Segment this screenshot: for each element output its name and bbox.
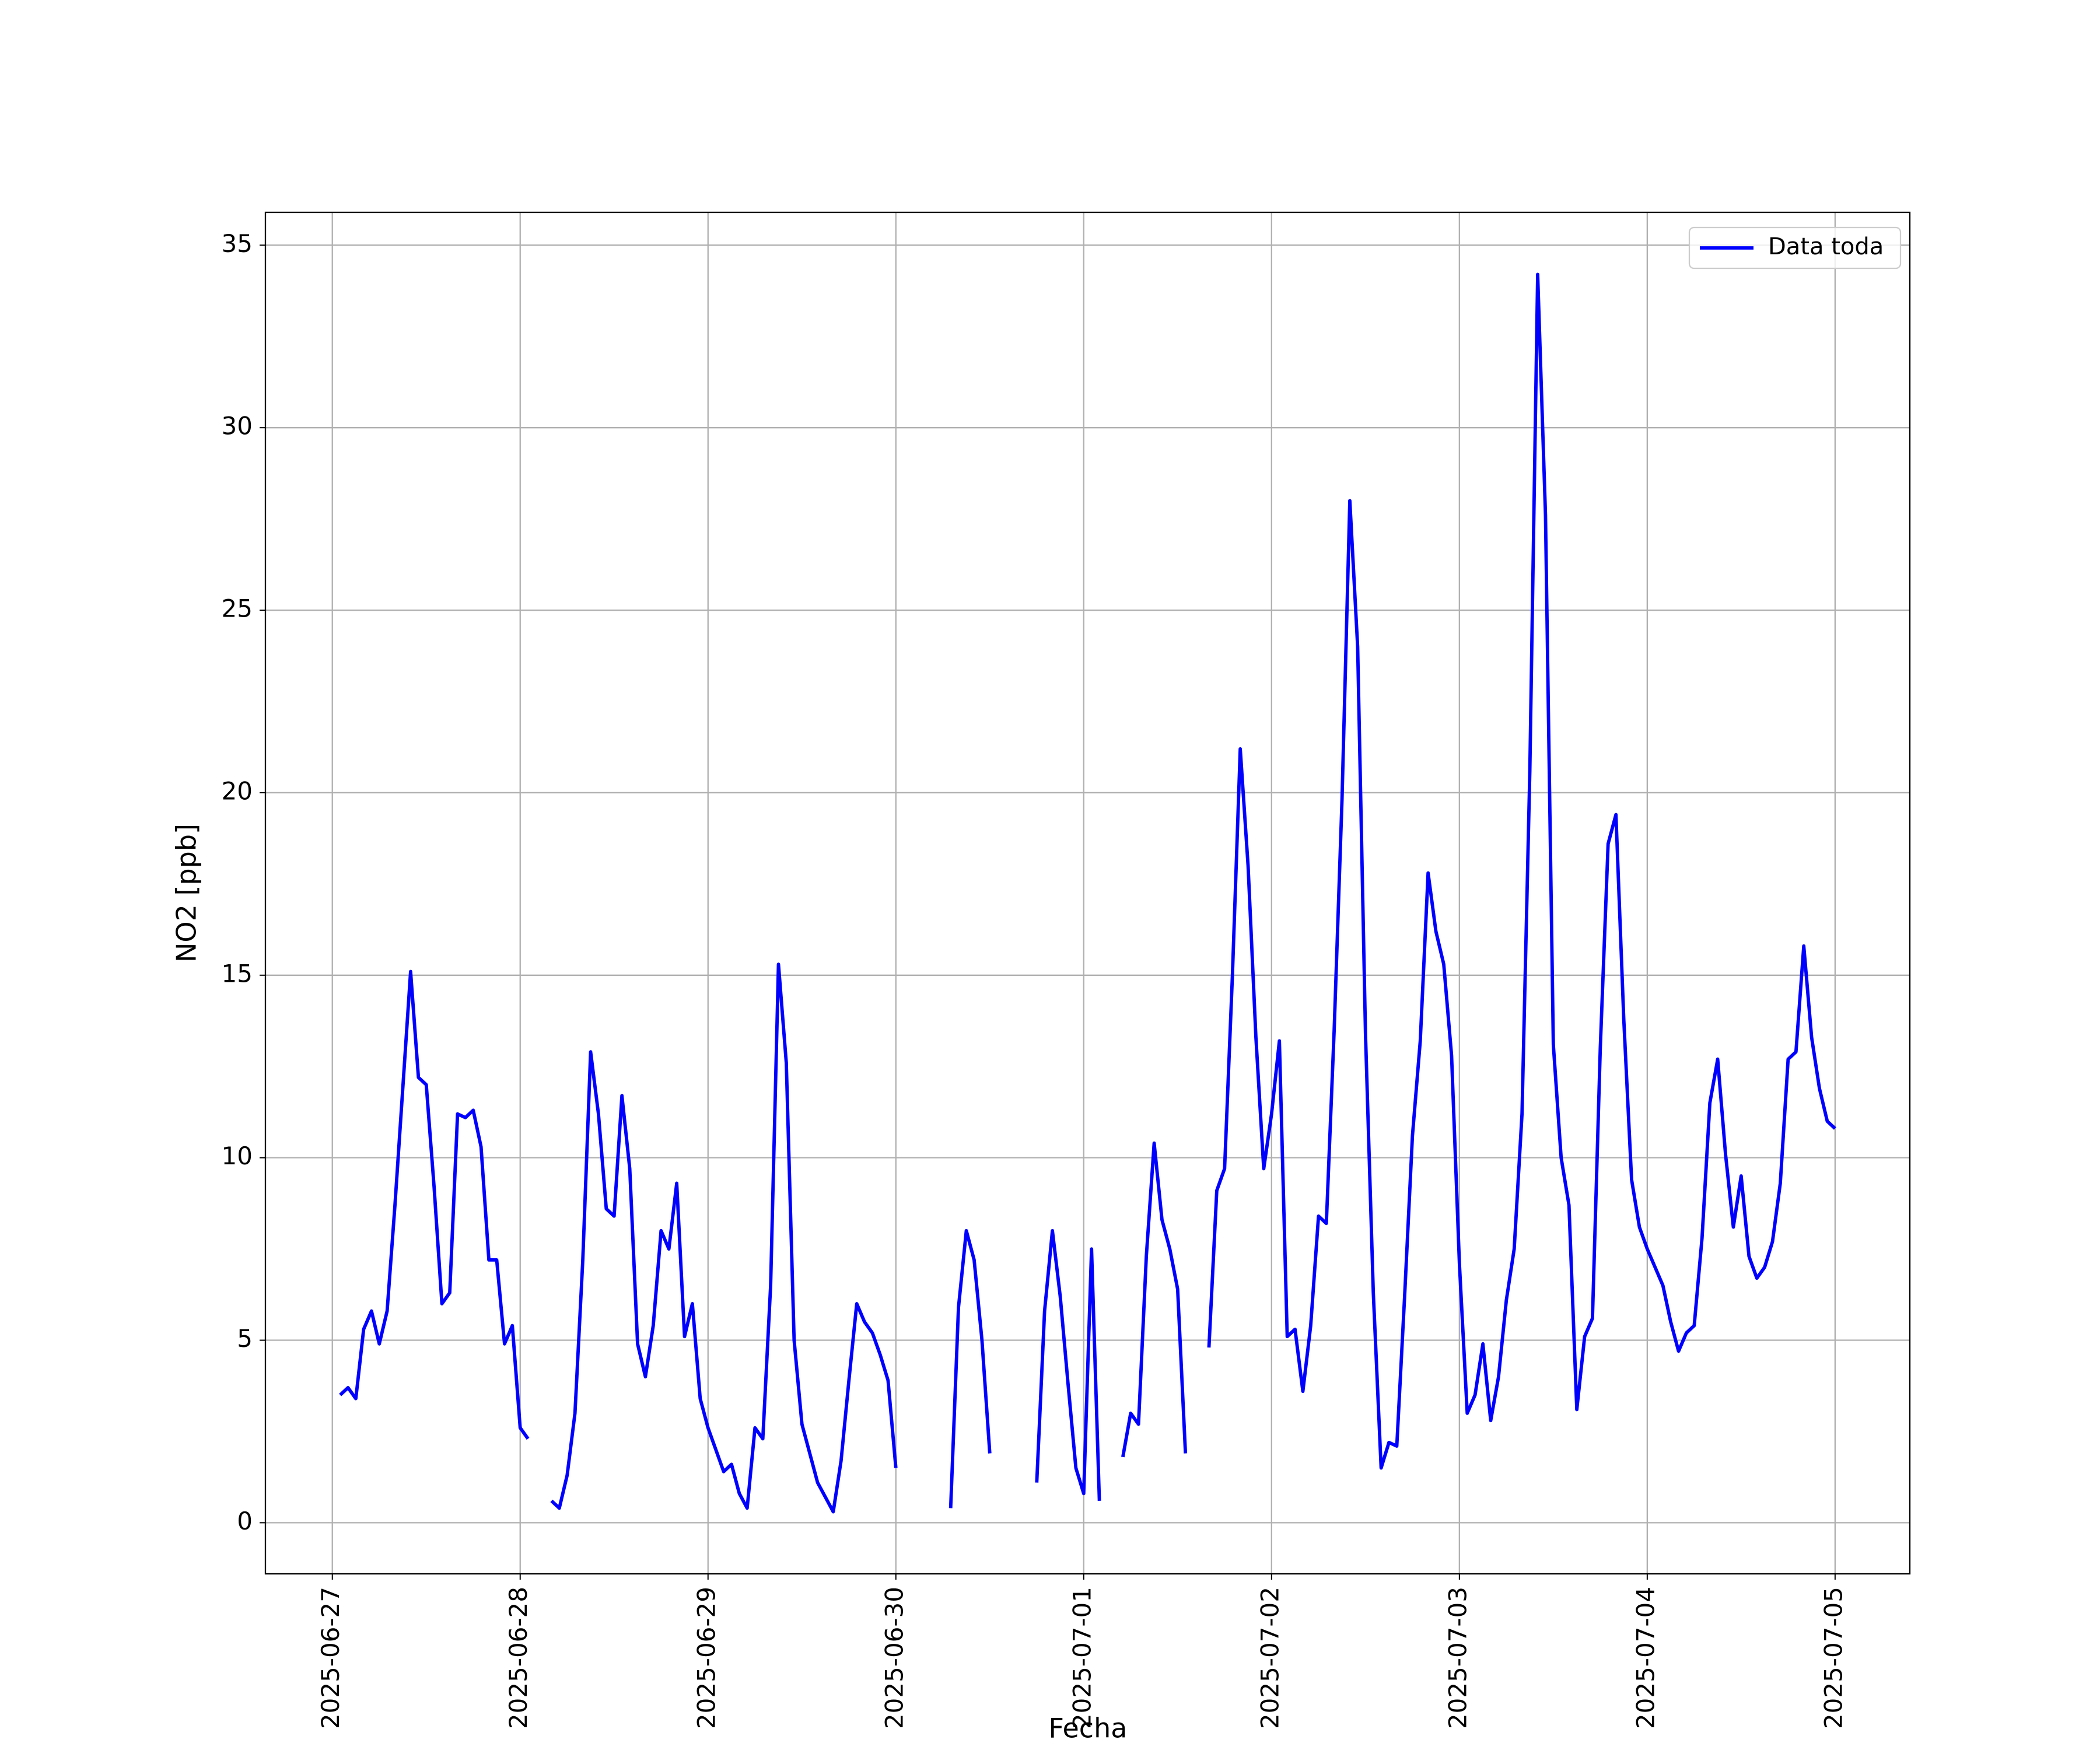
y-tick-label: 25 (222, 594, 253, 623)
x-tick-label: 2025-06-30 (880, 1587, 908, 1729)
data-line (339, 272, 1836, 1514)
grid (265, 212, 1910, 1574)
x-tick-label: 2025-06-28 (504, 1587, 533, 1729)
y-tick-label: 10 (222, 1142, 253, 1170)
x-tick-label: 2025-07-03 (1443, 1587, 1472, 1729)
y-tick-label: 0 (237, 1507, 253, 1535)
x-tick-label: 2025-07-05 (1819, 1587, 1847, 1729)
x-tick-label: 2025-07-02 (1255, 1587, 1284, 1729)
y-tick-label: 15 (222, 959, 253, 988)
y-axis-label: NO2 [ppb] (171, 824, 202, 963)
x-tick-label: 2025-07-04 (1631, 1587, 1660, 1729)
legend-box (1688, 226, 1902, 270)
axes-frame (264, 211, 1911, 1575)
y-tick-label: 5 (237, 1324, 253, 1353)
x-tick-label: 2025-06-29 (692, 1587, 720, 1729)
y-tick-label: 35 (222, 229, 253, 258)
x-axis-label: Fecha (1049, 1713, 1128, 1744)
axes: 0 5 10 15 20 25 30 35 2025-06-27 2025-06-28 2025-0… (222, 211, 1911, 1729)
y-tick-label: 30 (222, 412, 253, 440)
y-tick-label: 20 (222, 776, 253, 805)
x-tick-label: 2025-06-27 (316, 1587, 345, 1729)
x-tick-label: 2025-07-01 (1068, 1587, 1096, 1729)
legend-label: Data toda (1768, 233, 1884, 260)
plot-area (339, 272, 1836, 1514)
